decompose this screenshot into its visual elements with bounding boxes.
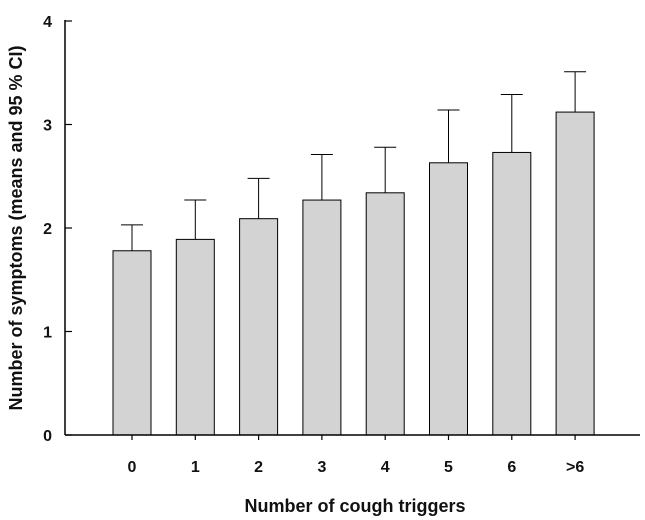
y-tick-label-4: 4 [43,14,52,31]
x-tick-label-4: 4 [381,459,390,476]
y-tick-label-1: 1 [43,325,52,342]
y-axis-title: Number of symptoms (means and 95 % CI) [6,45,26,410]
bar-0 [112,250,152,436]
x-tick-label-2: 2 [254,459,263,476]
bar-4 [365,192,405,436]
bar-2 [239,218,279,436]
bar-1 [175,238,215,436]
bar-6 [492,151,532,436]
error-bars-layer [121,71,587,251]
bar-7 [555,111,595,436]
y-tick-label-0: 0 [43,428,52,445]
x-tick-label-5: 5 [444,459,453,476]
y-tick-label-3: 3 [43,118,52,135]
x-tick-label-1: 1 [191,459,200,476]
bar-3 [302,199,342,436]
x-tick-label-3: 3 [317,459,326,476]
x-tick-label-7: >6 [566,459,584,476]
x-tick-label-0: 0 [128,459,137,476]
bar-5 [429,162,468,436]
axes-layer [64,20,640,440]
x-tick-label-6: 6 [507,459,516,476]
bars-layer [112,111,595,436]
x-axis-title: Number of cough triggers [244,496,465,516]
y-tick-label-2: 2 [43,221,52,238]
tick-labels-layer: 0 1 2 3 4 5 6 >6 0 1 2 3 4 [43,14,584,476]
